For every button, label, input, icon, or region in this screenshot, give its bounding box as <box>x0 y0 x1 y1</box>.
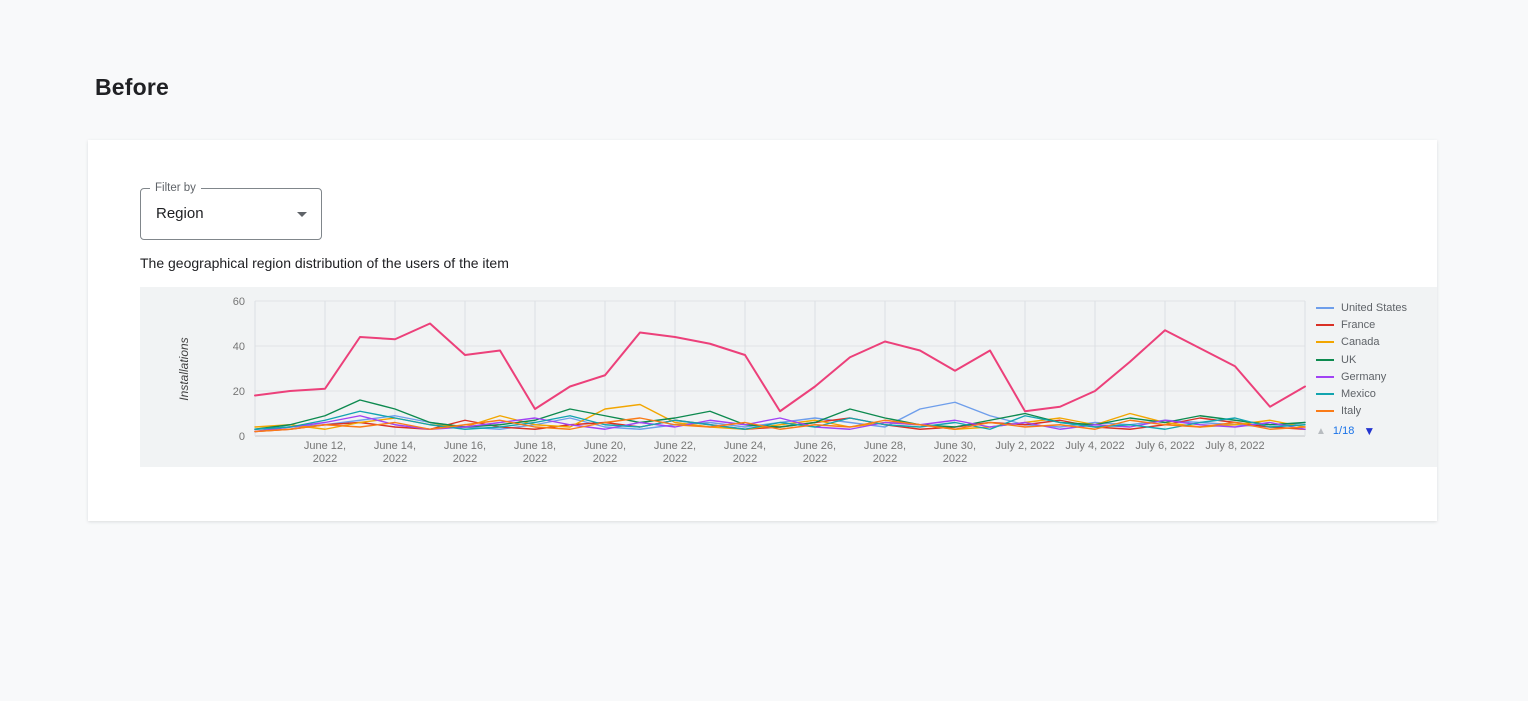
legend-entry: Italy <box>1316 403 1434 420</box>
svg-text:20: 20 <box>233 386 245 398</box>
y-axis-title: Installations <box>177 337 191 400</box>
svg-text:June 18,: June 18, <box>514 440 556 452</box>
legend-entry: United States <box>1316 299 1434 316</box>
svg-text:June 20,: June 20, <box>584 440 626 452</box>
svg-text:2022: 2022 <box>453 453 477 465</box>
svg-text:June 24,: June 24, <box>724 440 766 452</box>
legend-label: UK <box>1341 353 1357 366</box>
legend-entry: Mexico <box>1316 385 1434 402</box>
legend-line-swatch <box>1316 358 1334 361</box>
filter-by-label: Filter by <box>150 181 201 195</box>
chart-legend: United States France Canada UK Germany Mexico… <box>1316 299 1434 420</box>
legend-line-swatch <box>1316 341 1334 344</box>
svg-text:2022: 2022 <box>873 453 897 465</box>
legend-label: Mexico <box>1341 388 1376 401</box>
svg-text:0: 0 <box>239 431 245 443</box>
legend-entry: Germany <box>1316 368 1434 385</box>
legend-label: Italy <box>1341 405 1362 418</box>
svg-text:40: 40 <box>233 341 245 353</box>
svg-text:2022: 2022 <box>383 453 407 465</box>
svg-text:July 2, 2022: July 2, 2022 <box>995 440 1054 452</box>
svg-text:2022: 2022 <box>803 453 827 465</box>
legend-label: Germany <box>1341 370 1387 383</box>
legend-line-swatch <box>1316 410 1334 413</box>
legend-entry: UK <box>1316 351 1434 368</box>
svg-text:June 22,: June 22, <box>654 440 696 452</box>
svg-text:2022: 2022 <box>523 453 547 465</box>
report-card: Filter by Region The geographical region… <box>88 140 1437 521</box>
svg-text:July 8, 2022: July 8, 2022 <box>1205 440 1264 452</box>
svg-text:June 30,: June 30, <box>934 440 976 452</box>
legend-label: United States <box>1341 301 1408 314</box>
svg-text:June 12,: June 12, <box>304 440 346 452</box>
svg-text:2022: 2022 <box>733 453 757 465</box>
legend-label: Canada <box>1341 336 1380 349</box>
legend-line-swatch <box>1316 306 1334 309</box>
dropdown-arrow-icon <box>297 212 307 217</box>
legend-line-swatch <box>1316 393 1334 396</box>
svg-text:June 16,: June 16, <box>444 440 486 452</box>
legend-entry: France <box>1316 316 1434 333</box>
svg-text:June 28,: June 28, <box>864 440 906 452</box>
legend-line-swatch <box>1316 323 1334 326</box>
legend-pagination: ▲ 1/18 ▼ <box>1316 423 1375 439</box>
legend-label: France <box>1341 318 1376 331</box>
legend-page-down-icon[interactable]: ▼ <box>1363 424 1376 438</box>
legend-page-indicator: 1/18 <box>1332 425 1355 437</box>
filter-by-value: Region <box>156 205 204 222</box>
svg-text:2022: 2022 <box>313 453 337 465</box>
legend-page-up-icon[interactable]: ▲ <box>1316 425 1326 437</box>
legend-line-swatch <box>1316 375 1334 378</box>
svg-text:June 14,: June 14, <box>374 440 416 452</box>
page-title: Before <box>95 74 170 100</box>
svg-text:2022: 2022 <box>943 453 967 465</box>
chart-panel: Installations 0 20 40 60 June 12, 2022 June 14… <box>140 287 1437 467</box>
svg-text:2022: 2022 <box>593 453 617 465</box>
legend-entry: Canada <box>1316 334 1434 351</box>
svg-text:June 26,: June 26, <box>794 440 836 452</box>
svg-text:July 4, 2022: July 4, 2022 <box>1065 440 1124 452</box>
filter-by-select[interactable]: Filter by Region <box>140 181 322 240</box>
svg-text:July 6, 2022: July 6, 2022 <box>1135 440 1194 452</box>
svg-text:2022: 2022 <box>663 453 687 465</box>
chart-description: The geographical region distribution of … <box>140 255 509 271</box>
svg-text:60: 60 <box>233 296 245 308</box>
